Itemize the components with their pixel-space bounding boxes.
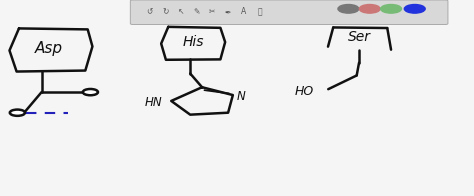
Text: ✂: ✂: [209, 7, 216, 16]
Text: Ser: Ser: [347, 30, 371, 44]
Text: ↻: ↻: [163, 7, 169, 16]
Text: HO: HO: [295, 85, 314, 98]
Text: HN: HN: [145, 96, 163, 109]
Text: N: N: [237, 90, 246, 103]
Circle shape: [338, 5, 359, 13]
Text: ⬜: ⬜: [257, 7, 262, 16]
FancyBboxPatch shape: [130, 0, 448, 24]
Text: A: A: [240, 7, 246, 16]
Circle shape: [359, 5, 380, 13]
Text: ✎: ✎: [193, 7, 200, 16]
Text: ↖: ↖: [178, 7, 185, 16]
Circle shape: [404, 5, 425, 13]
Text: His: His: [182, 35, 204, 49]
Circle shape: [381, 5, 401, 13]
Text: ↺: ↺: [146, 7, 153, 16]
Text: ✒: ✒: [224, 7, 231, 16]
Circle shape: [83, 89, 98, 95]
Text: Asp: Asp: [35, 41, 63, 56]
Circle shape: [10, 110, 25, 116]
